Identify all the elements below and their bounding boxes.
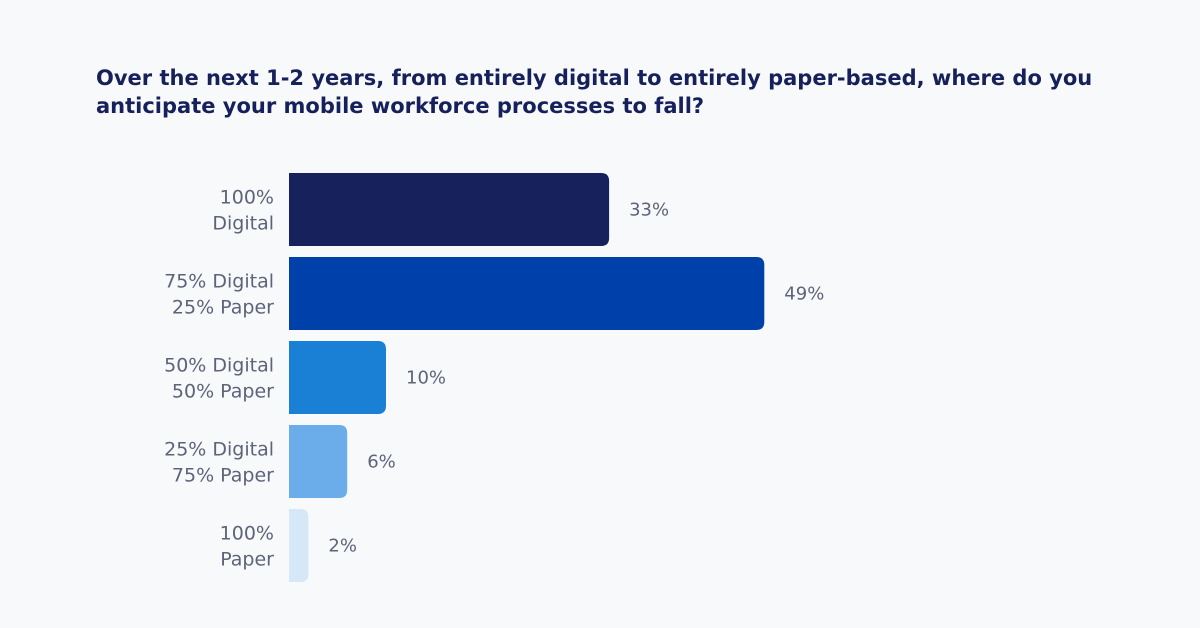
category-label-1: 100% Digital (212, 187, 274, 235)
category-label-line: 25% Paper (172, 297, 274, 319)
value-label-5: 2% (328, 536, 357, 557)
category-label-line: 100% (220, 523, 274, 545)
chart-title: Over the next 1-2 years, from entirely d… (96, 66, 1093, 118)
category-label-line: 75% Digital (164, 271, 274, 293)
category-label-line: 25% Digital (164, 439, 274, 461)
category-label-line: 50% Digital (164, 355, 274, 377)
category-label-line: 100% (220, 187, 274, 209)
bar-5 (289, 509, 309, 582)
bar-4 (289, 425, 348, 498)
category-label-line: 75% Paper (172, 465, 274, 487)
category-label-2: 75% Digital 25% Paper (164, 271, 274, 319)
category-label-line: 50% Paper (172, 381, 274, 403)
category-label-4: 25% Digital 75% Paper (164, 439, 274, 487)
bar-2 (289, 257, 765, 330)
value-label-3: 10% (406, 368, 446, 389)
value-label-1: 33% (629, 200, 669, 221)
value-label-2: 49% (784, 284, 824, 305)
category-label-line: Digital (212, 213, 274, 235)
category-label-3: 50% Digital 50% Paper (164, 355, 274, 403)
category-label-5: 100% Paper (220, 523, 275, 571)
category-label-line: Paper (220, 549, 274, 571)
bar-1 (289, 173, 610, 246)
bar-3 (289, 341, 386, 414)
value-label-4: 6% (367, 452, 396, 473)
